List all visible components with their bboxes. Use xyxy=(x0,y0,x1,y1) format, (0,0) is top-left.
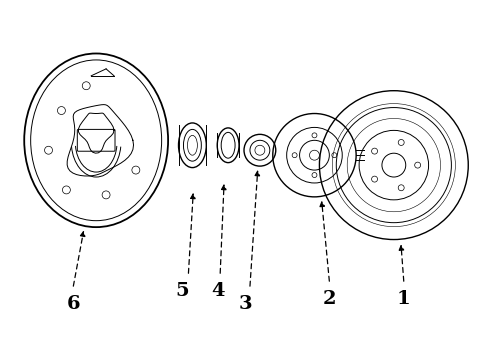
Text: 5: 5 xyxy=(176,282,189,300)
Text: 3: 3 xyxy=(238,295,252,313)
Text: 6: 6 xyxy=(67,295,80,313)
Text: 2: 2 xyxy=(322,290,336,308)
Text: 4: 4 xyxy=(212,282,225,300)
Text: 1: 1 xyxy=(397,290,411,308)
